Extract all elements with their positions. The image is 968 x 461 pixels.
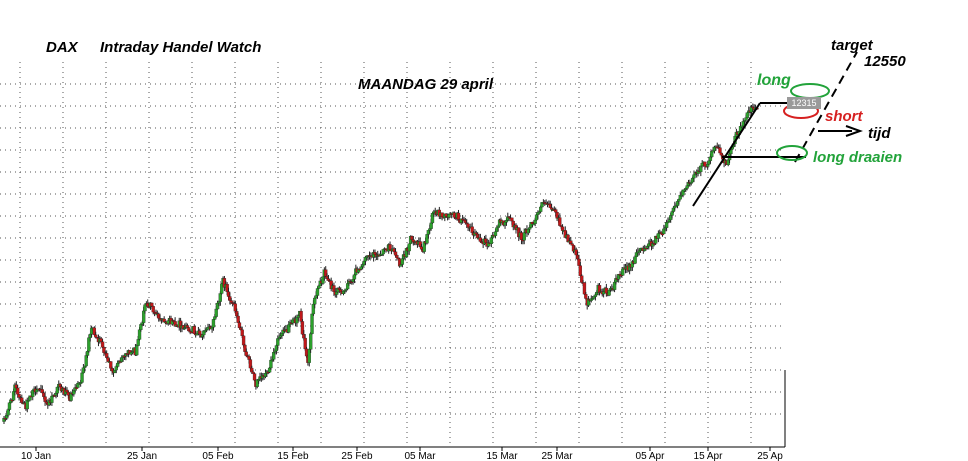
candle-body (244, 351, 248, 356)
candle-body (310, 313, 314, 334)
candle-body (317, 285, 321, 289)
candle-body (584, 293, 588, 299)
x-tick-label: 25 Jan (127, 451, 157, 461)
candle-body (151, 306, 155, 313)
long-label: long (757, 72, 791, 89)
support-trendline (692, 102, 761, 207)
candle-body (100, 341, 105, 348)
tijd-label: tijd (868, 125, 891, 142)
x-axis: 10 Jan 25 Jan 05 Feb 15 Feb 25 Feb 05 Mar 15 M… (0, 370, 786, 461)
candle-body (313, 297, 317, 305)
time-arrow-head (845, 125, 863, 137)
candle-body (395, 255, 399, 258)
chart-title: Intraday Handel Watch (100, 39, 261, 56)
candle-body (560, 226, 565, 231)
candles (2, 103, 759, 424)
candle-body (214, 308, 218, 317)
symbol-label: DAX (46, 39, 79, 56)
candle-body (315, 288, 320, 296)
candle-body (538, 206, 543, 212)
x-tick-label: 05 Feb (202, 451, 234, 461)
x-tick-label: 15 Mar (486, 451, 518, 461)
price-tag-value: 12315 (791, 98, 816, 108)
candle-body (745, 112, 750, 118)
candle-body (621, 268, 625, 276)
candle-body (677, 199, 681, 202)
candle-body (80, 372, 84, 383)
x-tick-label: 25 Mar (541, 451, 573, 461)
candle-body (204, 329, 209, 331)
candle-body (633, 256, 637, 264)
candle-body (135, 345, 139, 356)
candle-body (218, 293, 222, 302)
price-tag-box (787, 97, 821, 109)
long-draaien-label: long draaien (813, 149, 902, 166)
x-tick-label: 15 Feb (277, 451, 309, 461)
x-tick-label: 10 Jan (21, 451, 51, 461)
candle-body (296, 315, 300, 318)
grid (0, 62, 785, 447)
candle-body (522, 232, 526, 241)
candle-body (309, 333, 313, 350)
candle-body (252, 373, 257, 381)
candle-body (407, 243, 411, 252)
candle-body (493, 231, 498, 236)
candle-body (241, 335, 246, 346)
x-tick-label: 25 Feb (341, 451, 373, 461)
x-tick-label: 25 Ap (757, 451, 783, 461)
candle-body (440, 212, 444, 218)
candle-body (558, 217, 562, 226)
x-tick-label: 05 Mar (404, 451, 436, 461)
candle-body (240, 329, 244, 337)
candle-body (656, 233, 661, 239)
target-label: target (831, 37, 874, 54)
x-tick-label: 05 Apr (636, 451, 666, 461)
candle-body (429, 222, 433, 229)
x-tick-label: 15 Apr (694, 451, 724, 461)
candle-body (456, 212, 461, 220)
candle-body (718, 147, 722, 154)
long-draaien-ellipse (776, 145, 808, 161)
short-label: short (825, 108, 864, 125)
target-projection-line (794, 51, 858, 163)
candle-body (591, 298, 595, 300)
candle-body (94, 334, 98, 338)
candle-body (16, 387, 20, 395)
candle-body (211, 319, 216, 328)
candle-body (533, 219, 537, 224)
candle-body (198, 330, 202, 335)
date-label: MAANDAG 29 april (358, 76, 494, 93)
target-value: 12550 (864, 53, 906, 70)
candle-body (689, 181, 693, 184)
candle-body (7, 402, 12, 410)
